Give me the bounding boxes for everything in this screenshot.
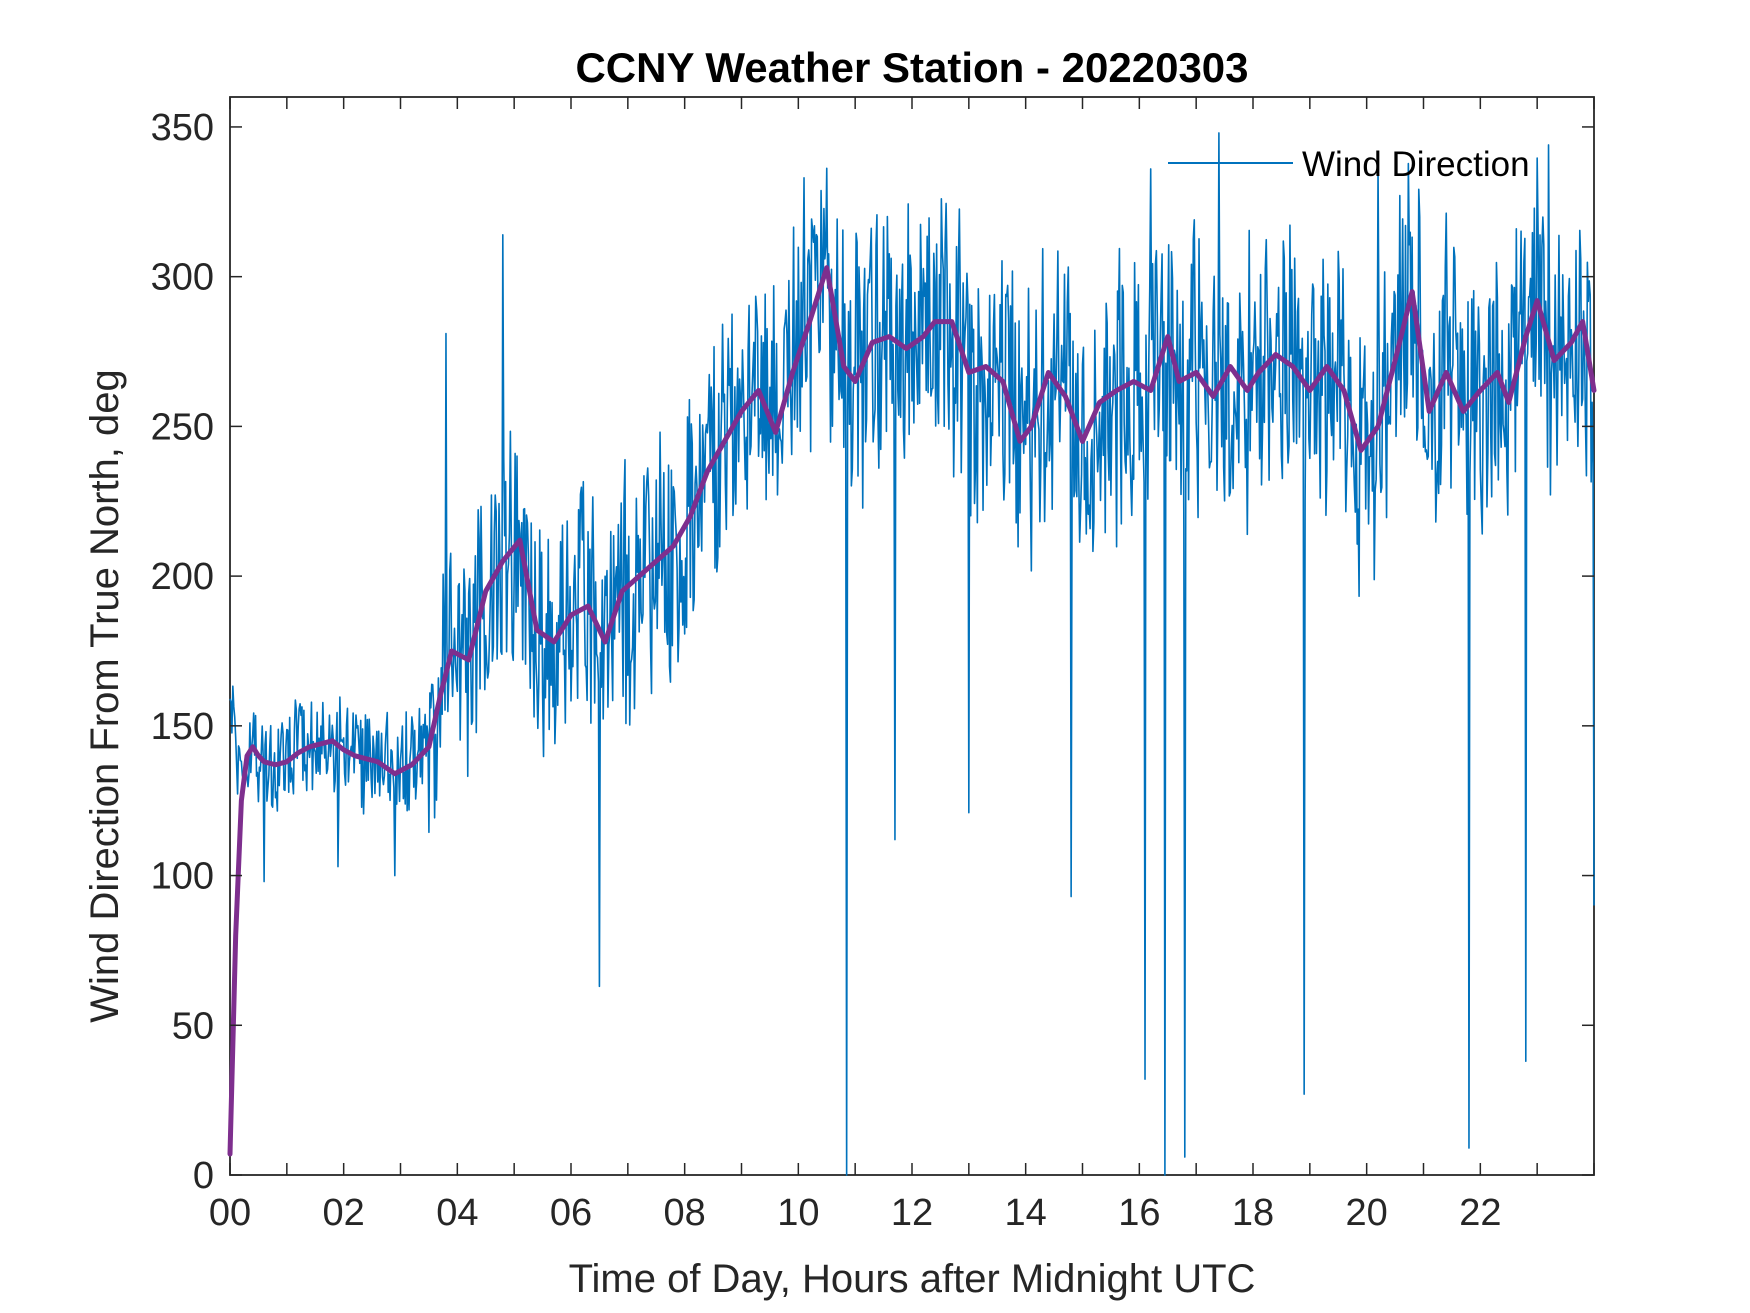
y-tick-label: 50 — [172, 1005, 214, 1047]
x-tick-label: 12 — [891, 1192, 933, 1234]
x-tick-label: 18 — [1232, 1192, 1274, 1234]
x-tick-label: 20 — [1346, 1192, 1388, 1234]
y-tick-label: 300 — [151, 257, 214, 299]
y-tick-label: 100 — [151, 856, 214, 898]
series-line-wind-direction — [229, 132, 1595, 1176]
series-line-smoothed — [227, 265, 1597, 1157]
y-tick-label: 250 — [151, 406, 214, 448]
x-tick-label: 10 — [777, 1192, 819, 1234]
plot-area — [230, 97, 1594, 1175]
y-tick-label: 200 — [151, 556, 214, 598]
legend-label-wind-direction: Wind Direction — [1302, 145, 1530, 184]
x-tick-label: 16 — [1118, 1192, 1160, 1234]
y-tick-label: 150 — [151, 706, 214, 748]
series-layer — [227, 132, 1597, 1176]
x-tick-label: 06 — [550, 1192, 592, 1234]
x-axis-label: Time of Day, Hours after Midnight UTC — [569, 1257, 1256, 1301]
y-tick-label: 350 — [151, 107, 214, 149]
ticks-layer: 00 02 04 06 08 10 12 14 16 18 20 22 0 50 100 150 200 250 3… — [151, 97, 1595, 1234]
x-tick-label: 22 — [1459, 1192, 1501, 1234]
x-tick-label: 08 — [664, 1192, 706, 1234]
x-tick-label: 02 — [323, 1192, 365, 1234]
y-axis-label: Wind Direction From True North, deg — [83, 369, 127, 1023]
legend: Wind Direction — [1168, 145, 1530, 184]
chart-title: CCNY Weather Station - 20220303 — [575, 44, 1248, 91]
y-tick-label: 0 — [193, 1155, 214, 1197]
x-tick-label: 04 — [436, 1192, 478, 1234]
x-tick-label: 14 — [1005, 1192, 1047, 1234]
x-tick-label: 00 — [209, 1192, 251, 1234]
axes-layer — [229, 96, 1595, 1176]
